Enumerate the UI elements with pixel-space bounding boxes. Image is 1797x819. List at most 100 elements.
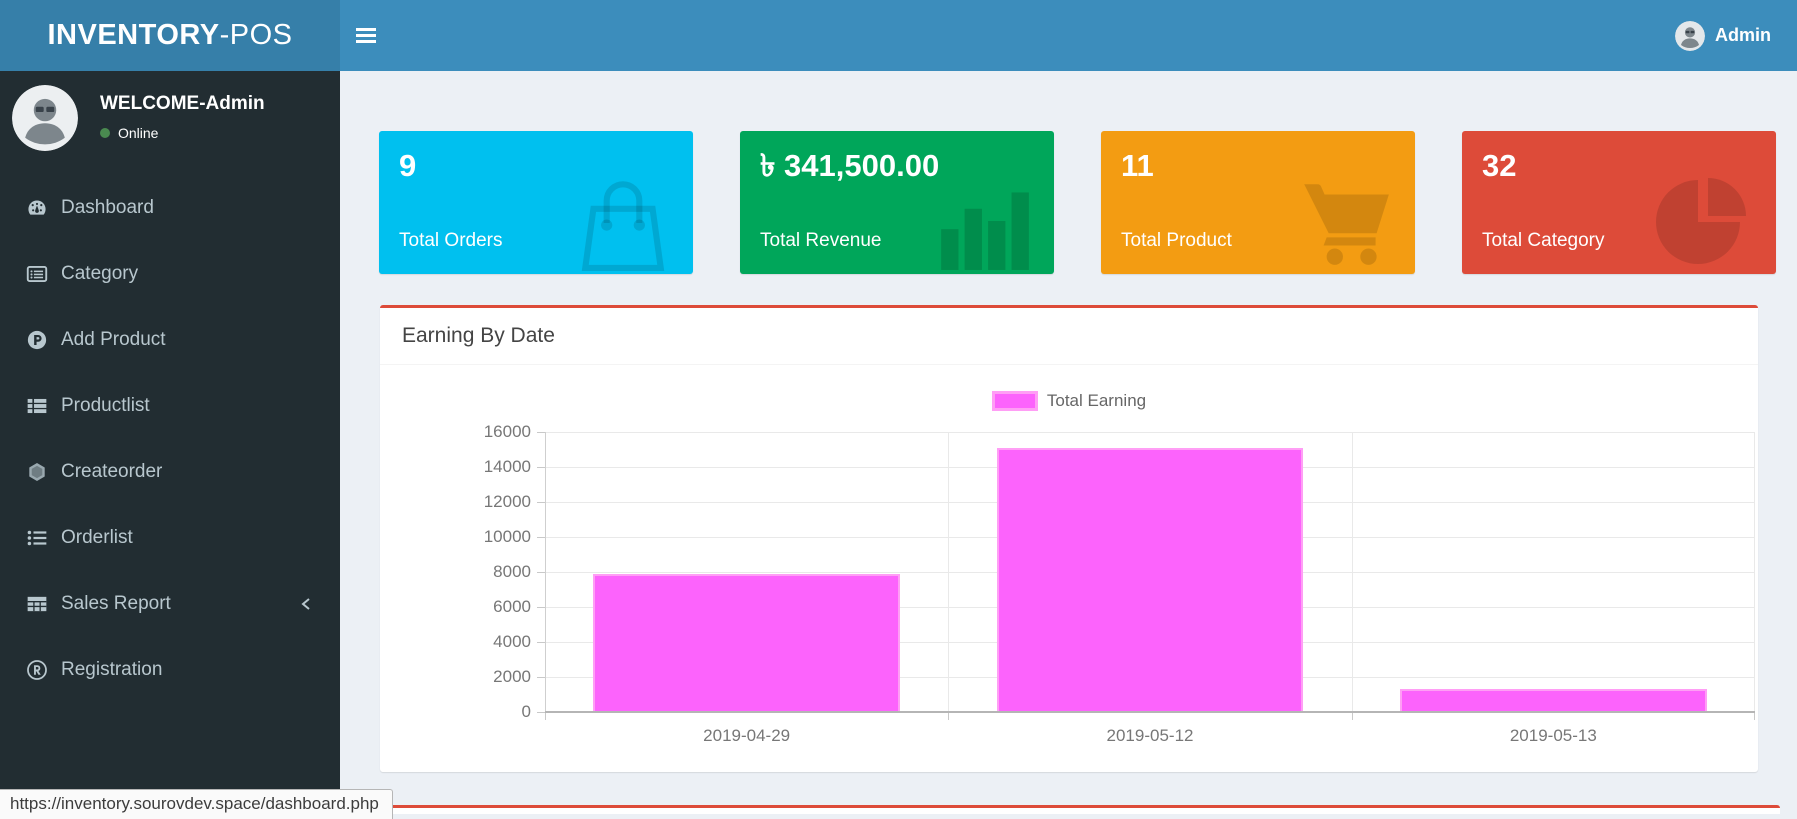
sidebar-user-panel: WELCOME-Admin Online — [0, 71, 340, 165]
sidebar-menu: Dashboard Category Add Product Productlist C… — [0, 175, 340, 703]
bar-2019-04-29 — [593, 573, 900, 712]
sidebar-item-registration[interactable]: Registration — [0, 637, 340, 703]
category-icon — [25, 263, 49, 285]
sidebar: WELCOME-Admin Online Dashboard Category Ad… — [0, 71, 340, 819]
chart-legend[interactable]: Total Earning — [380, 391, 1758, 411]
shopping-bag-icon — [567, 170, 679, 272]
app-logo-bold: INVENTORY — [47, 19, 220, 51]
sidebar-item-label: Registration — [61, 659, 163, 680]
hamburger-icon — [356, 28, 376, 31]
category-boundary-line — [1351, 432, 1353, 712]
hamburger-icon — [356, 40, 376, 43]
earning-bar-chart: 0 2000 4000 6000 8000 10000 12000 14000 16000 201… — [484, 422, 1755, 745]
x-axis-tick-mark — [545, 712, 546, 720]
product-list-icon — [25, 395, 49, 417]
x-axis-tick-label: 2019-05-13 — [1509, 726, 1597, 745]
earning-panel: Earning By Date Total Earning 0 2000 4000 6… — [380, 305, 1758, 772]
stat-card-label: Total Category — [1482, 230, 1605, 251]
stat-card-value: 32 — [1482, 148, 1517, 183]
sidebar-item-sales-report[interactable]: Sales Report — [0, 571, 340, 637]
panel-title: Earning By Date — [402, 324, 555, 347]
sidebar-item-createorder[interactable]: Createorder — [0, 439, 340, 505]
bar-2019-05-13 — [1400, 689, 1707, 712]
x-axis-tick-label: 2019-05-12 — [1106, 726, 1194, 745]
y-axis-tick-label: 12000 — [483, 492, 531, 511]
x-axis-tick-mark — [1351, 712, 1353, 720]
sidebar-item-label: Category — [61, 263, 139, 284]
app-logo-light: -POS — [219, 19, 293, 51]
stat-card-total-orders: 9 Total Orders — [379, 131, 693, 274]
navbar-username: Admin — [1715, 25, 1771, 45]
app-logo[interactable]: INVENTORY -POS — [0, 0, 340, 71]
y-axis-tick-label: 0 — [521, 702, 531, 721]
y-axis-tick-mark — [537, 642, 545, 643]
y-axis-tick-mark — [537, 677, 545, 678]
category-boundary-line — [948, 432, 950, 712]
stat-card-total-category: 32 Total Category — [1462, 131, 1776, 274]
online-status-icon — [100, 128, 110, 138]
earning-panel-header: Earning By Date — [380, 308, 1758, 365]
sidebar-welcome-text: WELCOME-Admin — [100, 93, 265, 114]
x-axis-tick-mark — [1754, 712, 1755, 720]
y-axis-tick-label: 4000 — [493, 632, 531, 651]
stat-card-value: 9 — [399, 148, 417, 183]
stat-card-total-product: 11 Total Product — [1101, 131, 1415, 274]
earning-panel-body: Total Earning 0 2000 4000 6000 8000 10000 1200… — [380, 365, 1758, 745]
sales-report-icon — [25, 593, 49, 615]
user-photo-avatar — [1675, 20, 1705, 51]
sidebar-item-label: Add Product — [61, 329, 166, 350]
navbar-user-menu[interactable]: Admin — [1675, 20, 1797, 51]
dashboard-icon — [25, 197, 49, 219]
bar-chart-icon — [928, 170, 1040, 272]
category-boundary-line — [1754, 432, 1755, 712]
browser-status-url: https://inventory.sourovdev.space/dashbo… — [0, 789, 393, 819]
x-axis-line — [545, 711, 1755, 713]
x-axis-tick-mark — [948, 712, 950, 720]
chevron-left-icon — [300, 597, 312, 611]
stat-cards-row: 9 Total Orders ৳ 341,500.00 Total Revenue 11… — [379, 131, 1776, 274]
y-axis-tick-mark — [537, 607, 545, 608]
y-axis-tick-label: 6000 — [493, 597, 531, 616]
shopping-cart-icon — [1289, 170, 1401, 272]
stat-card-total-revenue: ৳ 341,500.00 Total Revenue — [740, 131, 1054, 274]
next-panel-edge — [380, 805, 1780, 814]
add-product-icon — [25, 329, 49, 351]
y-axis-tick-label: 16000 — [483, 422, 531, 441]
y-axis-tick-mark — [537, 537, 545, 538]
stat-card-label: Total Orders — [399, 230, 503, 251]
top-header: INVENTORY -POS Admin — [0, 0, 1797, 71]
pie-chart-icon — [1650, 170, 1762, 272]
sidebar-item-productlist[interactable]: Productlist — [0, 373, 340, 439]
hamburger-icon — [356, 34, 376, 37]
online-status-text: Online — [118, 125, 159, 141]
y-axis-tick-label: 2000 — [493, 667, 531, 686]
sidebar-item-label: Productlist — [61, 395, 150, 416]
y-axis-tick-mark — [537, 432, 545, 433]
legend-label: Total Earning — [1046, 391, 1147, 410]
sidebar-item-label: Dashboard — [61, 197, 154, 218]
stat-card-label: Total Revenue — [760, 230, 882, 251]
y-axis-tick-label: 10000 — [483, 527, 531, 546]
sidebar-item-label: Orderlist — [61, 527, 133, 548]
y-axis-line — [545, 432, 546, 712]
y-axis-tick-label: 8000 — [493, 562, 531, 581]
stat-card-value: 11 — [1121, 148, 1154, 183]
create-order-icon — [25, 461, 49, 483]
y-axis-tick-mark — [537, 502, 545, 503]
navbar: Admin — [340, 0, 1797, 71]
sidebar-toggle-button[interactable] — [340, 0, 392, 71]
user-photo-avatar — [12, 85, 78, 151]
main-content: 9 Total Orders ৳ 341,500.00 Total Revenue 11… — [340, 71, 1797, 819]
sidebar-item-dashboard[interactable]: Dashboard — [0, 175, 340, 241]
sidebar-item-orderlist[interactable]: Orderlist — [0, 505, 340, 571]
gridline — [545, 432, 1755, 433]
y-axis-tick-mark — [537, 467, 545, 468]
sidebar-item-label: Createorder — [61, 461, 163, 482]
sidebar-item-label: Sales Report — [61, 593, 171, 614]
registration-icon — [25, 659, 49, 681]
sidebar-item-category[interactable]: Category — [0, 241, 340, 307]
y-axis-tick-label: 14000 — [483, 457, 531, 476]
sidebar-item-add-product[interactable]: Add Product — [0, 307, 340, 373]
stat-card-label: Total Product — [1121, 230, 1232, 251]
legend-swatch-icon — [991, 391, 1038, 411]
